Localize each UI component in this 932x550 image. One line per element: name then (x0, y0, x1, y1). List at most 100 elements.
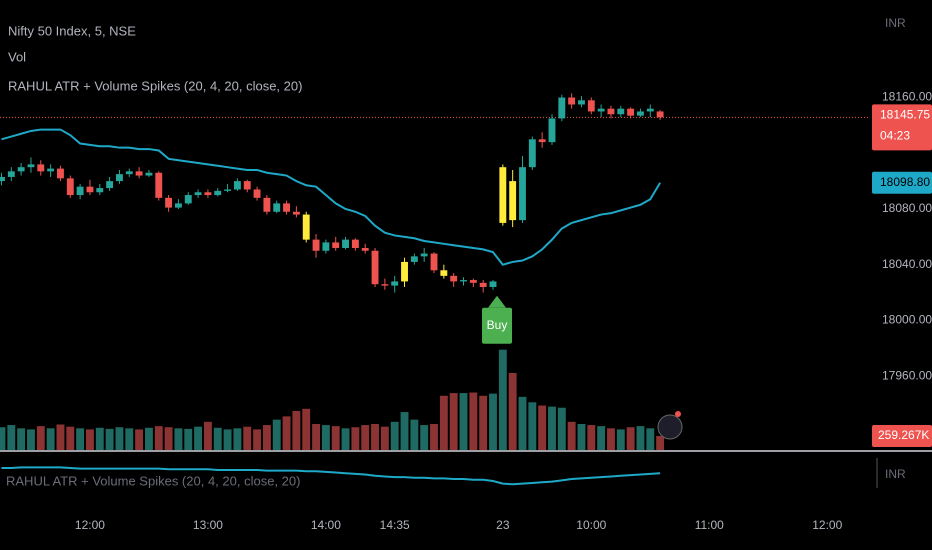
candle-body (86, 186, 94, 193)
volume-bar (17, 428, 26, 450)
candle-body (135, 171, 143, 176)
volume-bar (213, 427, 222, 450)
candle-body (66, 178, 74, 196)
volume-bar (233, 428, 242, 450)
volume-bar (0, 427, 6, 450)
volume-bar (528, 402, 537, 450)
volume-label: 259.267K (878, 428, 929, 442)
lower-currency: INR (885, 467, 906, 481)
volume-bar (656, 435, 665, 450)
volume-bar (203, 421, 212, 450)
candle-body (116, 174, 123, 182)
candle-body (538, 139, 546, 143)
volume-title: Vol (8, 49, 26, 64)
volume-bar (262, 425, 271, 450)
y-tick-label: 17960.00 (882, 368, 932, 382)
volume-bar (449, 393, 458, 450)
volume-bar (154, 426, 163, 450)
volume-bar (567, 421, 576, 450)
candle-body (37, 164, 45, 172)
candle-body (351, 239, 359, 248)
candle-body (302, 214, 310, 240)
volume-bar (144, 427, 153, 450)
volume-bar (380, 426, 389, 450)
volume-bar (331, 426, 340, 450)
candle-body (646, 108, 654, 112)
volume-bar (243, 426, 252, 450)
volume-bar (76, 428, 85, 450)
volume-bar (282, 416, 291, 450)
volume-bar (272, 419, 281, 450)
volume-bar (577, 423, 586, 450)
volume-bar (508, 373, 517, 450)
volume-bar (459, 393, 468, 450)
candle-body (558, 97, 566, 119)
volume-bar (557, 407, 566, 450)
candle-body (469, 280, 477, 283)
volume-bar (548, 406, 556, 450)
volume-bar (498, 349, 507, 450)
candle-body (430, 253, 438, 271)
candle-body (361, 247, 369, 251)
candle-body (17, 167, 25, 172)
candle-body (519, 167, 526, 221)
candle-body (548, 118, 556, 143)
candle-body (489, 281, 497, 287)
buy-arrow (488, 295, 506, 308)
lower-indicator-title: RAHUL ATR + Volume Spikes (20, 4, 20, cl… (6, 473, 300, 488)
candle-body (391, 281, 399, 286)
volume-bar (469, 392, 478, 450)
volume-bar (420, 425, 429, 450)
volume-bar (56, 424, 65, 450)
candle-body (637, 111, 644, 116)
volume-bar (46, 428, 55, 450)
y-tick-label: 18040.00 (882, 257, 932, 271)
candle-body (253, 189, 261, 198)
candle-body (401, 261, 408, 282)
candle-body (47, 168, 55, 172)
volume-bar (390, 421, 399, 450)
volume-bar (371, 423, 379, 450)
candle-body (263, 197, 271, 212)
candle-body (174, 203, 182, 208)
candle-body (194, 192, 202, 196)
volume-bar (410, 419, 419, 450)
candle-body (528, 139, 536, 168)
volume-bar (400, 412, 409, 450)
candle-body (243, 181, 251, 190)
x-tick-label: 23 (496, 518, 510, 532)
buy-label: Buy (487, 318, 508, 332)
volume-bar (597, 426, 606, 450)
volume-bar (361, 425, 370, 450)
candle-body (597, 108, 605, 112)
volume-bar (587, 425, 596, 450)
volume-bar (174, 428, 183, 450)
volume-bar (86, 429, 94, 450)
volume-bar (184, 428, 193, 450)
band-line (1, 128, 661, 266)
candle-body (617, 108, 625, 115)
lower-line (1, 466, 661, 486)
alert-icon (657, 414, 683, 440)
candle-body (7, 171, 15, 177)
volume-bar (135, 429, 144, 450)
candle-body (578, 100, 585, 105)
volume-bar (292, 410, 301, 450)
x-tick-label: 12:00 (75, 518, 105, 532)
volume-bar (489, 393, 497, 450)
volume-bar (351, 427, 360, 450)
buy-box (482, 307, 512, 344)
candle-body (165, 197, 173, 208)
candle-body (371, 250, 379, 285)
candle-body (204, 192, 212, 196)
alert-dot (675, 411, 681, 417)
candle-body (0, 176, 5, 182)
volume-bar (194, 426, 203, 450)
volume-bar (253, 429, 262, 450)
volume-bar (115, 427, 124, 450)
candle-body (656, 111, 664, 118)
x-tick-label: 10:00 (576, 518, 606, 532)
